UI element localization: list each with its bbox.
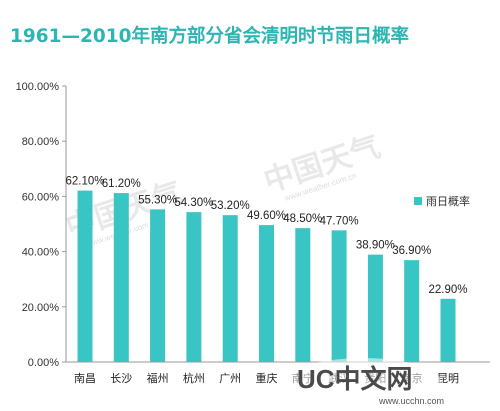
- bar: [440, 298, 456, 362]
- bars: 62.10%61.20% 55.30%54.30%53.20%49.60%48.5…: [65, 176, 468, 362]
- x-tick-label: 杭州: [183, 371, 205, 385]
- y-tick-label: 0.00%: [28, 357, 59, 369]
- y-tick-label: 40.00%: [22, 247, 60, 259]
- bar: [259, 225, 274, 362]
- legend-swatch: [414, 197, 422, 205]
- data-label: 53.20%: [211, 200, 250, 212]
- data-label: 55.30%: [138, 194, 177, 206]
- data-label: 22.90%: [428, 284, 467, 296]
- data-label: 61.20%: [102, 178, 141, 190]
- x-tick-label: 南昌: [74, 372, 96, 385]
- x-tick-label: 重庆: [256, 371, 278, 385]
- corner-logo: UC中文网 www.ucchn.com: [285, 358, 444, 406]
- x-tick-label: 广州: [219, 372, 241, 385]
- data-label: 47.70%: [320, 215, 359, 227]
- bar: [331, 230, 347, 362]
- data-label: 54.30%: [174, 197, 213, 209]
- x-tick-label: 长沙: [110, 372, 132, 385]
- bar: [77, 190, 93, 362]
- bar: [222, 215, 238, 362]
- data-label: 38.90%: [356, 240, 395, 252]
- corner-logo-url: www.ucchn.com: [378, 396, 444, 406]
- legend-label: 雨日概率: [426, 194, 470, 208]
- bar: [186, 212, 202, 362]
- chart-title: 1961—2010年南方部分省会清明时节雨日概率: [10, 26, 409, 47]
- x-tick-label: 福州: [147, 371, 169, 385]
- data-label: 49.60%: [247, 210, 286, 222]
- y-tick-label: 80.00%: [22, 136, 60, 148]
- data-label: 36.90%: [392, 245, 431, 257]
- bar: [150, 209, 166, 362]
- corner-logo-brand: UC中文网: [297, 364, 413, 394]
- data-label: 48.50%: [283, 213, 322, 225]
- data-label: 62.10%: [65, 176, 104, 188]
- bar: [404, 260, 420, 362]
- bar: [113, 193, 129, 362]
- bar: [367, 254, 383, 362]
- bar: [295, 228, 311, 362]
- y-tick-label: 20.00%: [22, 302, 60, 314]
- legend: 雨日概率: [414, 194, 470, 208]
- y-axis: 0.00% 20.00% 40.00% 60.00% 80.00% 100.00%: [16, 81, 67, 369]
- x-tick-label: 昆明: [437, 372, 459, 385]
- y-tick-label: 100.00%: [16, 81, 60, 93]
- y-tick-label: 60.00%: [22, 191, 60, 203]
